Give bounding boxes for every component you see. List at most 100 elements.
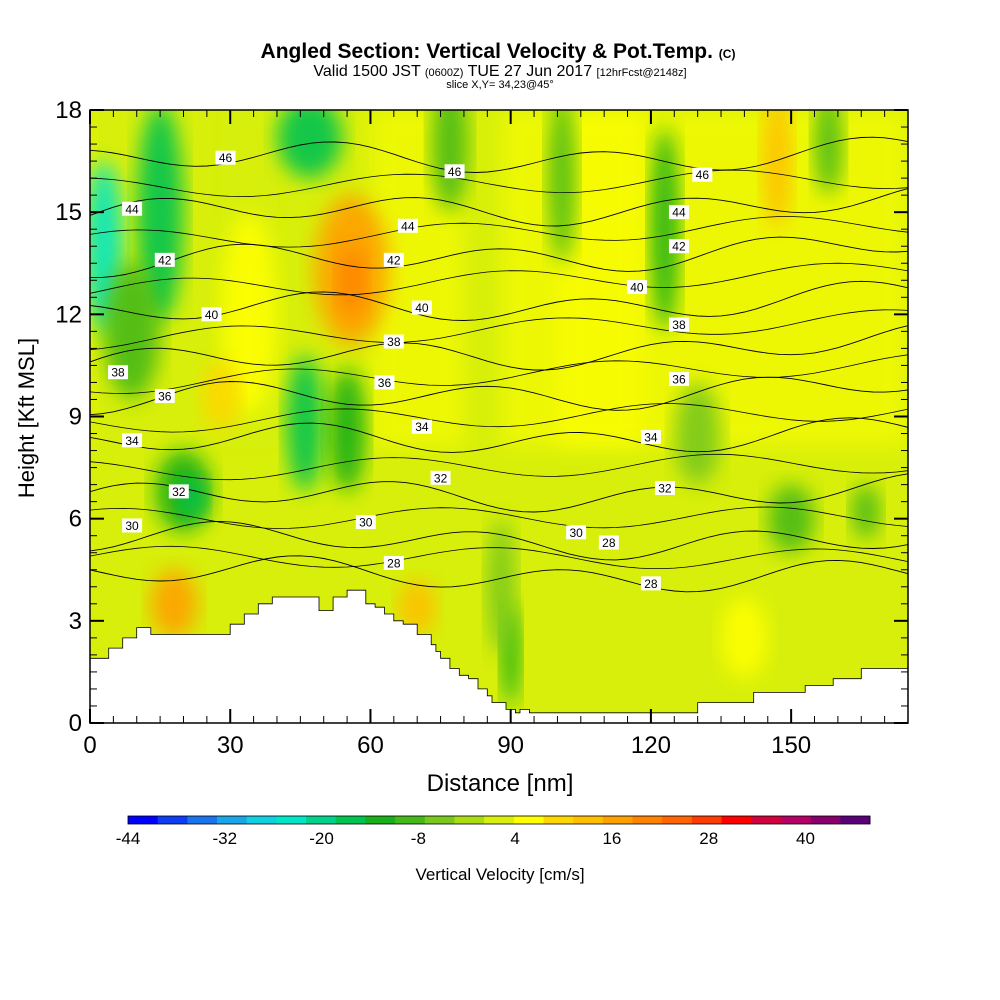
colorbar-swatch	[780, 816, 812, 824]
x-tick-label: 90	[497, 732, 524, 759]
velocity-cell	[220, 212, 277, 417]
x-tick-label: 150	[771, 732, 811, 759]
colorbar-swatch	[543, 816, 574, 824]
contour-label-text: 34	[415, 420, 429, 434]
contour-label-text: 36	[158, 390, 172, 404]
contour-label-bg	[122, 433, 143, 448]
contour-label-text: 30	[569, 526, 583, 540]
colorbar-swatch	[721, 816, 752, 824]
chart-title: Angled Section: Vertical Velocity & Pot.…	[261, 40, 736, 63]
contour-label: 46	[692, 167, 713, 182]
contour-label: 40	[201, 307, 222, 322]
contour-label: 30	[122, 518, 143, 533]
contour-label-bg	[411, 300, 432, 315]
velocity-cell	[337, 246, 366, 315]
contour-label-bg	[626, 280, 647, 295]
contour-label-bg	[654, 481, 675, 496]
velocity-cell	[767, 484, 815, 553]
theta-contour-38	[90, 325, 908, 371]
contour-label-text: 42	[672, 240, 686, 254]
contour-label-text: 38	[111, 366, 125, 380]
contour-label-bg	[383, 252, 404, 267]
contour-label-bg	[640, 576, 661, 591]
contour-label: 34	[640, 429, 661, 444]
contour-label-text: 44	[672, 206, 686, 220]
y-tick-label: 18	[55, 97, 82, 124]
contour-label-bg	[154, 389, 175, 404]
contour-label: 30	[355, 515, 376, 530]
y-axis-label: Height [Kft MSL]	[14, 338, 39, 498]
contour-label-text: 34	[125, 434, 139, 448]
contour-labels: 28 28 28 30 30 30 32 32 32 34 34 34 36 36 36 38 38 38 40 40…	[108, 150, 713, 591]
colorbar-tick-label: 16	[602, 829, 621, 848]
contour-label-text: 46	[696, 168, 710, 182]
theta-contour-34	[90, 417, 908, 453]
contour-label-text: 28	[644, 577, 658, 591]
colorbar-tick-label: -8	[411, 829, 426, 848]
theta-contour-minor	[90, 262, 908, 296]
theta-contour-minor	[90, 169, 908, 198]
colorbar-swatch	[395, 816, 426, 824]
contour-label: 36	[668, 372, 689, 387]
colorbar: -44 -32 -20 -8 4 16 28 40	[116, 815, 871, 848]
colorbar-swatch	[484, 816, 515, 824]
contour-label: 38	[668, 317, 689, 332]
contour-label-text: 46	[219, 151, 233, 165]
contour-label-bg	[154, 252, 175, 267]
colorbar-tick-label: 28	[699, 829, 718, 848]
x-tick-label: 30	[217, 732, 244, 759]
velocity-cell	[814, 110, 843, 196]
contour-label: 38	[383, 334, 404, 349]
contour-label: 36	[154, 389, 175, 404]
contour-label-bg	[668, 372, 689, 387]
theta-contour-32	[90, 473, 908, 513]
x-tick-label: 120	[631, 732, 671, 759]
theta-contour-minor	[90, 309, 908, 351]
x-axis-label: Distance [nm]	[427, 770, 574, 797]
y-tick-label: 0	[69, 710, 82, 737]
contour-label-text: 34	[644, 430, 658, 444]
contour-label-bg	[374, 375, 395, 390]
theta-contour-42	[90, 236, 908, 279]
theta-contour-minor	[90, 354, 908, 394]
velocity-cell	[202, 362, 240, 431]
contour-label-bg	[444, 164, 465, 179]
colorbar-swatch	[306, 816, 337, 824]
contour-label-bg	[668, 317, 689, 332]
contour-label: 44	[122, 201, 143, 216]
colorbar-swatch	[157, 816, 188, 824]
contour-label-bg	[668, 205, 689, 220]
colorbar-frame	[127, 815, 871, 825]
colorbar-swatch	[513, 816, 544, 824]
contour-label-bg	[122, 201, 143, 216]
contour-label-bg	[411, 419, 432, 434]
velocity-cell	[150, 569, 198, 638]
velocity-cell	[276, 110, 343, 179]
terrain-mask	[90, 589, 908, 723]
y-tick-label: 15	[55, 199, 82, 226]
velocity-cell	[487, 518, 516, 655]
contour-label-text: 32	[658, 482, 672, 496]
contour-label: 32	[654, 481, 675, 496]
theta-contour-28	[90, 555, 908, 593]
contour-label-bg	[215, 150, 236, 165]
contour-label-bg	[108, 365, 129, 380]
contour-label-text: 38	[672, 318, 686, 332]
slice-note: slice X,Y= 34,23@45°	[446, 79, 554, 91]
contour-label-bg	[430, 470, 451, 485]
contour-label: 38	[108, 365, 129, 380]
contour-label-text: 32	[434, 471, 448, 485]
y-tick-label: 9	[69, 404, 82, 431]
theta-contour-minor	[90, 403, 908, 433]
y-tick-label: 6	[69, 506, 82, 533]
contour-label-bg	[668, 239, 689, 254]
contour-label-bg	[397, 218, 418, 233]
colorbar-swatch	[691, 816, 722, 824]
velocity-cell	[398, 579, 436, 635]
velocity-cell	[650, 127, 679, 332]
contour-label: 28	[598, 535, 619, 550]
colorbar-tick-label: 40	[796, 829, 815, 848]
theta-contour-minor	[90, 453, 908, 481]
colorbar-swatch	[187, 816, 218, 824]
